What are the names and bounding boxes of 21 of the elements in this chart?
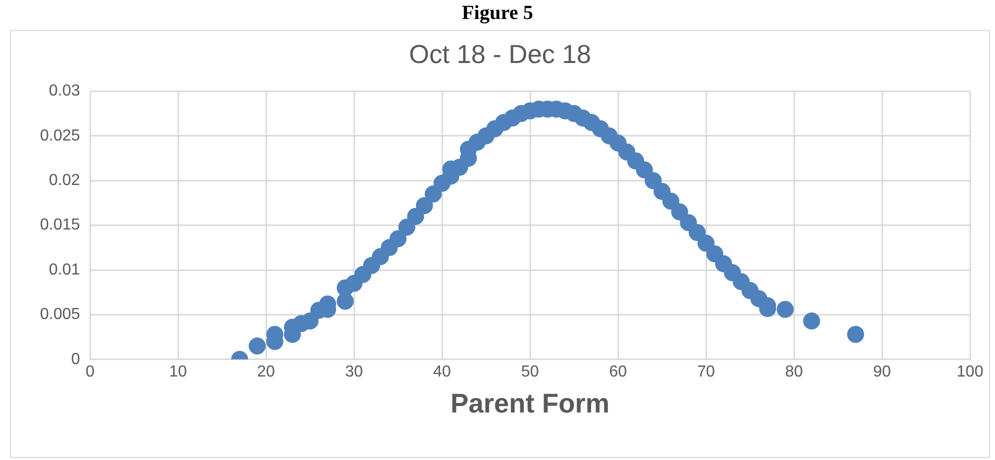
caption: Figure 5: [460, 2, 534, 25]
x-axis-title: Parent Form: [450, 388, 610, 418]
x-tick-label: 0: [86, 363, 95, 380]
x-tick-label: 80: [785, 363, 804, 380]
x-tick-label: 50: [521, 363, 540, 380]
y-tick-label: 0.015: [40, 216, 80, 234]
chart-title: Oct 18 - Dec 18: [408, 38, 592, 69]
x-tick-label: 90: [873, 363, 892, 380]
x-tick-label: 10: [169, 363, 188, 380]
y-tick-label: 0.005: [40, 306, 80, 324]
y-tick-label: 0.025: [40, 127, 80, 144]
x-tick-label: 70: [697, 363, 716, 380]
x-tick-label: 40: [433, 363, 452, 380]
y-tick-label: 0: [71, 350, 80, 368]
x-tick-label: 20: [257, 363, 276, 380]
x-tick-label: 30: [345, 363, 364, 380]
y-tick-label: 0.02: [48, 172, 80, 190]
x-tick-label: 100: [956, 363, 984, 380]
y-tick-label: 0.03: [48, 82, 80, 100]
x-tick-label: 60: [609, 363, 628, 380]
y-tick-label: 0.01: [48, 261, 80, 278]
